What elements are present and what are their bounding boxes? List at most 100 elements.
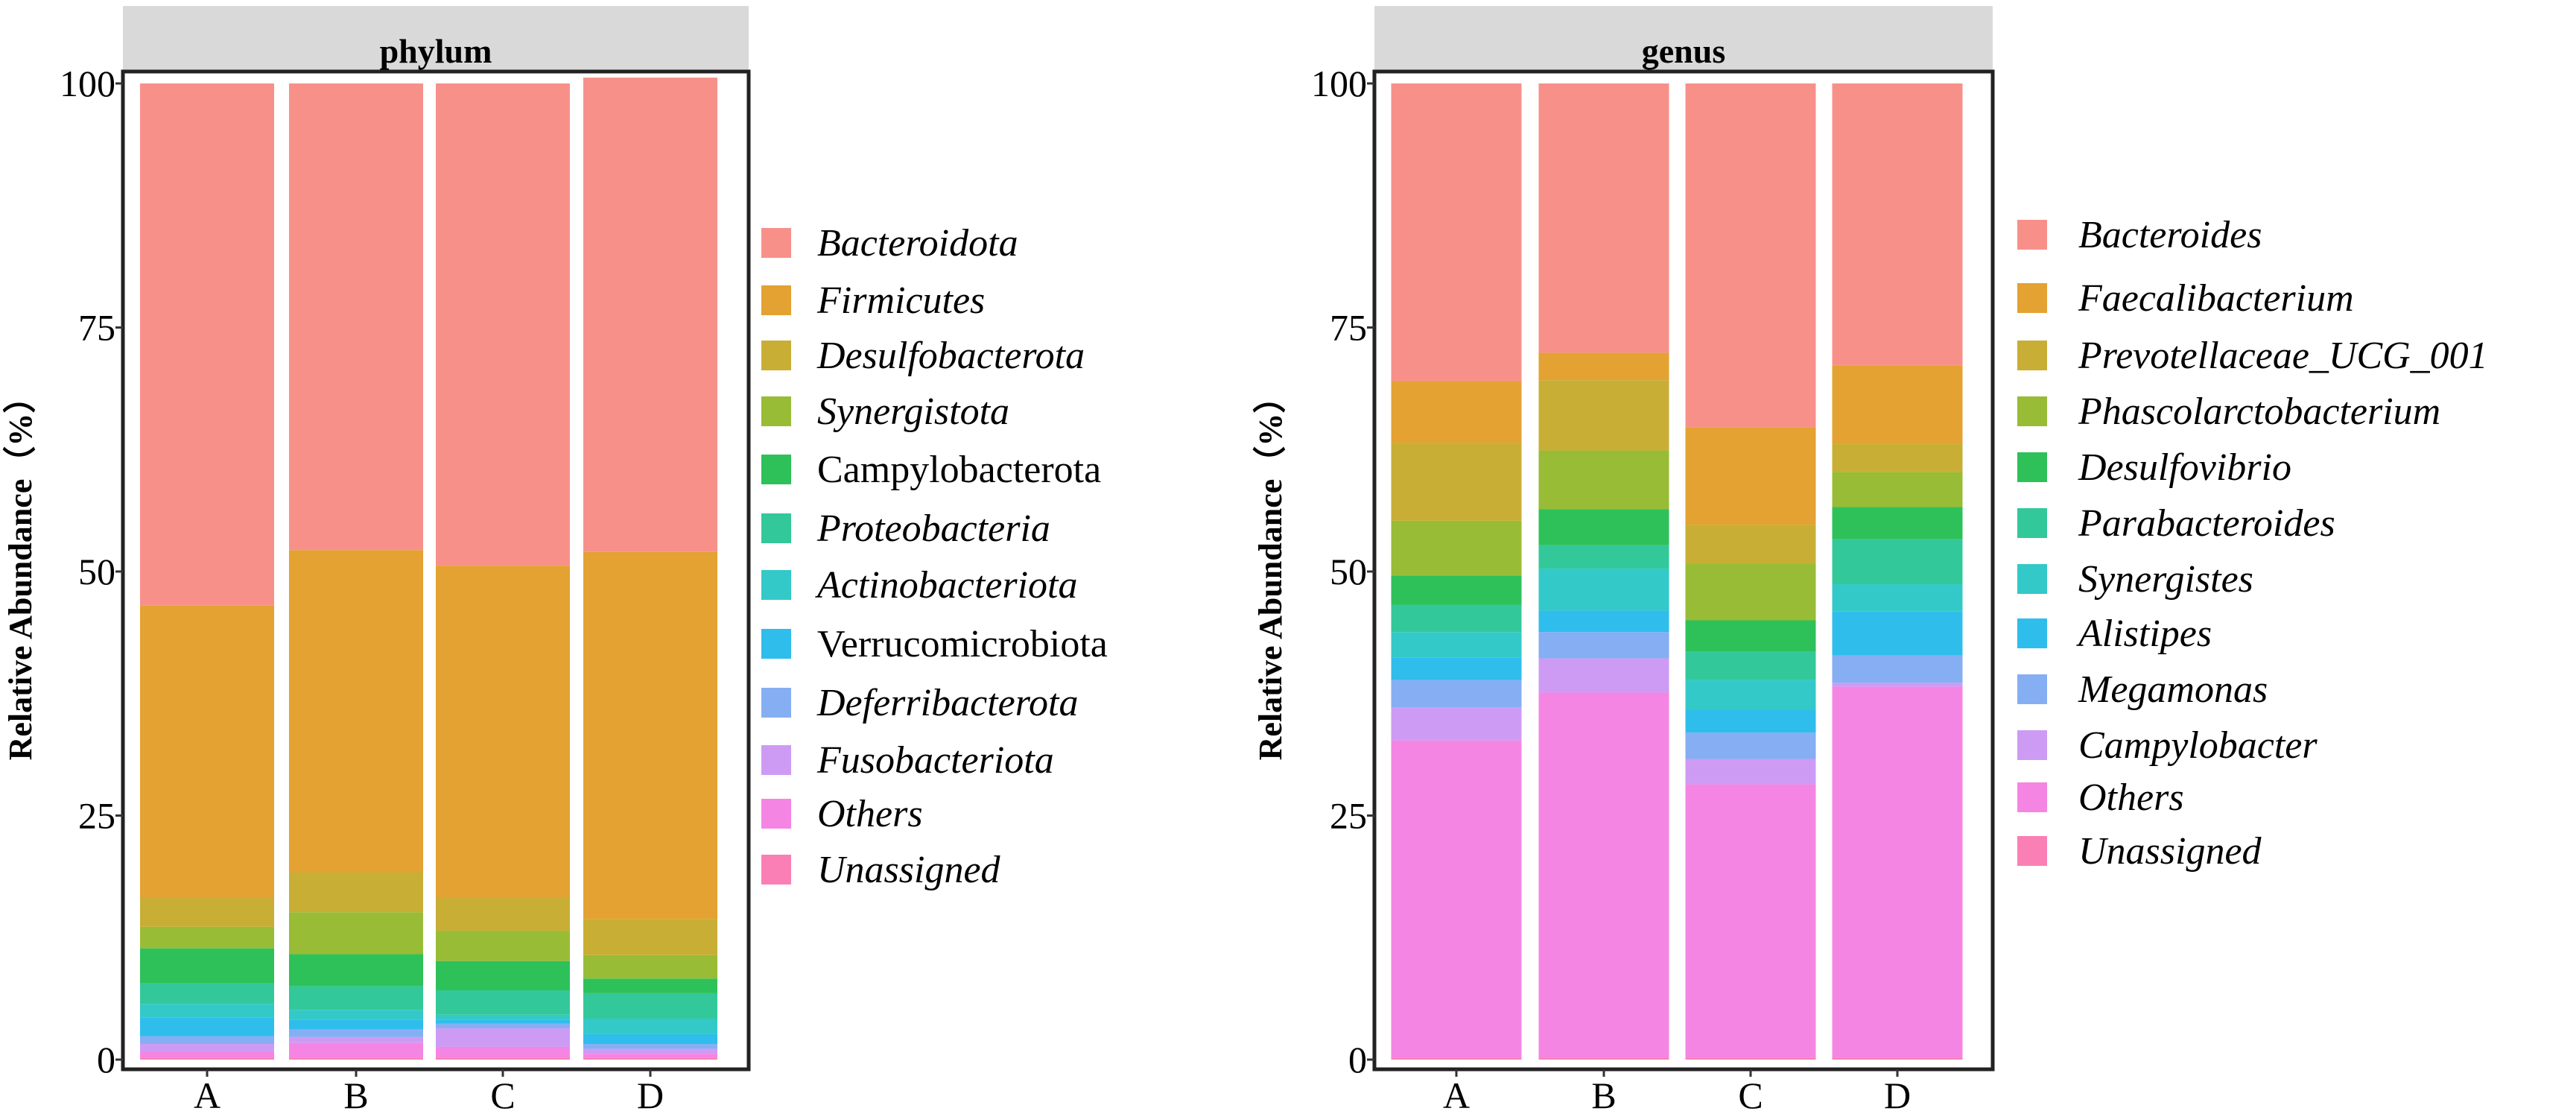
y-tick-label: 50 (1330, 551, 1367, 592)
legend-swatch-alistipes (2017, 618, 2047, 648)
bar-segment-a-campylobacter (1391, 707, 1522, 741)
x-tick-label: C (1738, 1075, 1763, 1114)
bar-segment-b-unassigned (1538, 1057, 1669, 1060)
bar-segment-a-desulfovibrio (1391, 575, 1522, 605)
bar-segment-b-firmicutes (289, 550, 423, 873)
bar-segment-b-prevotellaceae-ucg-001 (1538, 380, 1669, 451)
bar-segment-a-bacteroides (1391, 83, 1522, 382)
bar-segment-c-prevotellaceae-ucg-001 (1685, 525, 1816, 564)
bar-segment-b-actinobacteriota (289, 1010, 423, 1020)
legend-label-fusobacteriota: Fusobacteriota (816, 739, 1054, 782)
legend: Bacteroides Faecalibacterium Prevotellacea… (2017, 214, 2488, 873)
legend-swatch-actinobacteriota (761, 570, 791, 600)
bar-segment-c-bacteroidota (436, 83, 570, 566)
bar-segment-c-fusobacteriota (436, 1028, 570, 1047)
legend-swatch-verrucomicrobiota (761, 629, 791, 659)
legend-label-prevotellaceae-ucg-001: Prevotellaceae_UCG_001 (2078, 335, 2488, 377)
bar-segment-c-firmicutes (436, 566, 570, 898)
legend-swatch-campylobacter (2017, 730, 2047, 760)
bar-segment-c-others (1685, 784, 1816, 1058)
bar-segment-a-campylobacterota (140, 948, 274, 984)
bar-segment-d-firmicutes (583, 551, 717, 920)
bar-segment-d-others (583, 1054, 717, 1058)
bar-segment-d-synergistota (583, 955, 717, 979)
facet-strip (1374, 6, 1993, 72)
legend-label-phascolarctobacterium: Phascolarctobacterium (2078, 390, 2440, 433)
bar-segment-b-deferribacterota (289, 1029, 423, 1037)
legend-label-desulfovibrio: Desulfovibrio (2078, 446, 2291, 489)
bar-segment-a-others (140, 1051, 274, 1058)
facet-title: phylum (380, 32, 492, 70)
bar-segment-d-fusobacteriota (583, 1048, 717, 1054)
bar-segment-c-phascolarctobacterium (1685, 563, 1816, 621)
bar-segment-b-faecalibacterium (1538, 352, 1669, 381)
legend-label-parabacteroides: Parabacteroides (2078, 502, 2335, 545)
bar-segment-b-megamonas (1538, 632, 1669, 659)
bar-segment-b-campylobacterota (289, 954, 423, 987)
legend-swatch-proteobacteria (761, 513, 791, 543)
x-tick-label: A (1443, 1075, 1470, 1114)
bar-segment-b-unassigned (289, 1057, 423, 1060)
bar-segment-a-unassigned (140, 1057, 274, 1060)
y-tick-label: 100 (1311, 63, 1367, 104)
bar-segment-b-parabacteroides (1538, 545, 1669, 569)
legend-label-others: Others (817, 793, 923, 835)
legend-label-campylobacterota: Campylobacterota (817, 449, 1101, 491)
bar-segment-c-desulfobacterota (436, 897, 570, 931)
x-tick-label: D (637, 1075, 664, 1114)
legend-label-unassigned: Unassigned (2078, 830, 2262, 873)
bar-segment-b-desulfobacterota (289, 872, 423, 913)
legend-label-alistipes: Alistipes (2076, 613, 2212, 655)
bar-segment-b-synergistota (289, 912, 423, 955)
bar-segment-a-synergistota (140, 926, 274, 949)
bar-segment-c-parabacteroides (1685, 651, 1816, 680)
bar-segment-a-fusobacteriota (140, 1044, 274, 1052)
chart-phylum: phylum 0 25 50 75 100 A B C D Relative Abundance（%… (2, 6, 1108, 1114)
bar-segment-a-verrucomicrobiota (140, 1017, 274, 1037)
bar-segment-b-alistipes (1538, 610, 1669, 633)
bar-segment-c-desulfovibrio (1685, 620, 1816, 652)
legend-label-deferribacterota: Deferribacterota (816, 682, 1078, 724)
bar-segment-a-deferribacterota (140, 1036, 274, 1045)
bar-segment-d-actinobacteriota (583, 1018, 717, 1034)
legend-swatch-megamonas (2017, 674, 2047, 704)
bar-segment-c-deferribacterota (436, 1023, 570, 1029)
legend-swatch-unassigned (761, 855, 791, 884)
legend-label-actinobacteriota: Actinobacteriota (815, 564, 1077, 607)
facet-title: genus (1642, 32, 1725, 70)
legend-swatch-parabacteroides (2017, 508, 2047, 538)
x-tick-label: D (1884, 1075, 1911, 1114)
legend-swatch-deferribacterota (761, 688, 791, 718)
chart-genus: genus 0 25 50 75 100 A B C D Relative Abundance（%）… (1252, 6, 2488, 1114)
bar-segment-a-bacteroidota (140, 83, 274, 606)
bar-segment-d-proteobacteria (583, 993, 717, 1019)
bar-segment-b-proteobacteria (289, 986, 423, 1010)
bar-segment-d-prevotellaceae-ucg-001 (1832, 443, 1963, 472)
bar-segment-c-megamonas (1685, 732, 1816, 759)
bar-segment-d-bacteroides (1832, 83, 1963, 366)
legend-swatch-campylobacterota (761, 455, 791, 484)
legend-swatch-bacteroides (2017, 220, 2047, 250)
legend-label-proteobacteria: Proteobacteria (816, 507, 1050, 550)
legend: Bacteroidota Firmicutes Desulfobacterota Sy… (761, 222, 1108, 891)
legend-label-unassigned: Unassigned (817, 849, 1001, 891)
bar-segment-b-others (289, 1042, 423, 1058)
bar-segment-a-faecalibacterium (1391, 381, 1522, 443)
bar-segment-a-prevotellaceae-ucg-001 (1391, 443, 1522, 521)
y-axis-label: Relative Abundance（%） (2, 381, 39, 761)
bar-segment-a-proteobacteria (140, 983, 274, 1004)
y-tick-label: 25 (1330, 795, 1367, 837)
bar-segment-a-parabacteroides (1391, 604, 1522, 633)
bar-segment-a-desulfobacterota (140, 897, 274, 927)
bar-segment-c-actinobacteriota (436, 1014, 570, 1020)
bar-segment-d-campylobacterota (583, 978, 717, 993)
bar-segment-a-others (1391, 740, 1522, 1058)
bar-segment-d-desulfovibrio (1832, 507, 1963, 539)
bar-segment-b-bacteroidota (289, 83, 423, 551)
bar-segment-d-megamonas (1832, 655, 1963, 683)
bar-segment-a-megamonas (1391, 680, 1522, 708)
legend-swatch-firmicutes (761, 285, 791, 315)
bar-segment-d-faecalibacterium (1832, 365, 1963, 444)
y-tick-label: 0 (1348, 1039, 1367, 1080)
